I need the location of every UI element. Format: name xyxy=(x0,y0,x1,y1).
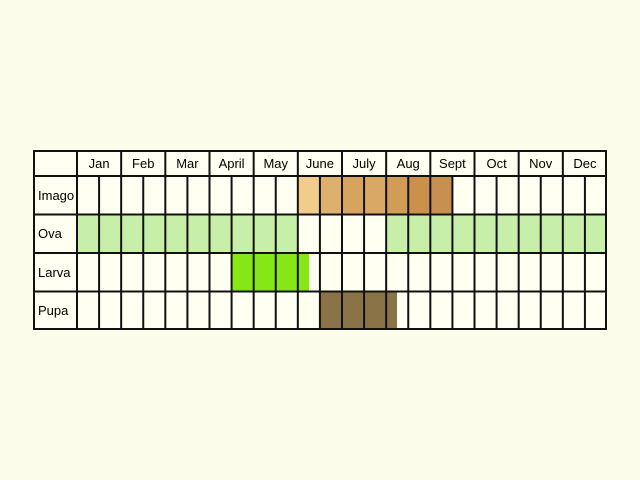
row-label-imago: Imago xyxy=(38,187,75,203)
month-header: July xyxy=(352,155,376,171)
row-label-pupa: Pupa xyxy=(38,303,69,319)
period-fill-imago xyxy=(408,176,431,215)
month-header: Sept xyxy=(439,155,466,171)
period-fill-imago xyxy=(364,176,387,215)
month-header: Oct xyxy=(486,155,507,171)
month-header: June xyxy=(305,155,334,171)
month-header: April xyxy=(218,155,245,171)
month-header: Mar xyxy=(176,155,199,171)
month-header: Nov xyxy=(529,155,553,171)
period-fill-imago xyxy=(319,176,342,215)
period-fill-larva xyxy=(231,253,309,292)
period-fill-imago xyxy=(297,176,320,215)
grid-lines xyxy=(33,150,607,330)
period-fill-imago xyxy=(386,176,409,215)
life-cycle-chart: Jan Feb Mar April May June July Aug Sept Oct Nov De… xyxy=(33,150,607,330)
month-header: Feb xyxy=(132,155,155,171)
month-header: Jan xyxy=(88,155,110,171)
row-label-larva: Larva xyxy=(38,264,71,280)
period-fill-imago xyxy=(342,176,365,215)
period-fill-imago xyxy=(430,176,453,215)
row-label-ova: Ova xyxy=(38,226,62,242)
month-header: May xyxy=(263,155,289,171)
month-header: Aug xyxy=(396,155,420,171)
month-header: Dec xyxy=(573,155,597,171)
period-fill-pupa xyxy=(319,291,398,330)
